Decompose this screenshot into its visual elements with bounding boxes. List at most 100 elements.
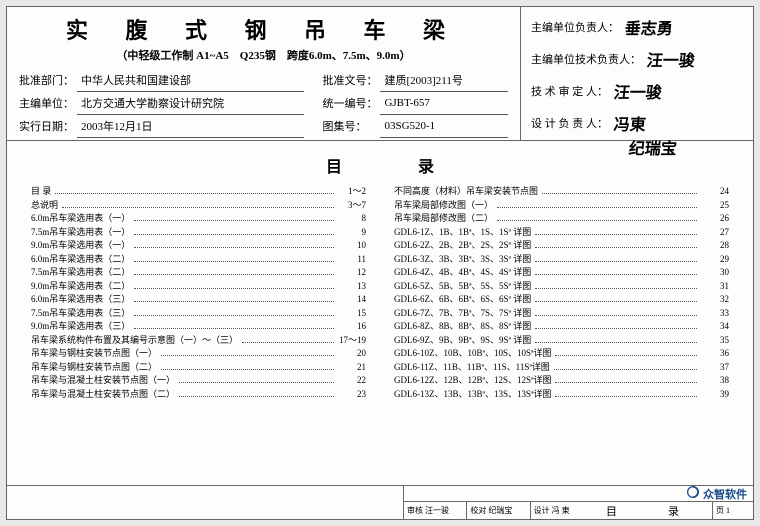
toc-dots (134, 243, 334, 248)
toc-item-name: GDL6-7Z、7B、7Bª、7S、7Sª 详图 (394, 307, 531, 321)
brand-logo-icon (687, 486, 699, 501)
toc-item-name: GDL6-8Z、8B、8Bª、8S、8Sª 详图 (394, 320, 531, 334)
toc-dots (555, 392, 697, 397)
toc-item-name: GDL6-2Z、2B、2Bª、2S、2Sª 详图 (394, 239, 531, 253)
toc-item-page: 14 (338, 293, 366, 307)
toc-item-name: 6.0m吊车梁选用表（一） (31, 212, 130, 226)
sig-row-2: 主编单位技术负责人： 汪一骏 (531, 47, 745, 71)
toc-item-name: 9.0m吊车梁选用表（一） (31, 239, 130, 253)
effective-date-value: 2003年12月1日 (77, 115, 304, 138)
info-table: 批准部门： 中华人民共和国建设部 批准文号： 建质[2003]211号 主编单位… (19, 69, 508, 138)
sig-value-4: 冯東 (613, 111, 648, 135)
toc-dots (554, 365, 697, 370)
toc-row: 6.0m吊车梁选用表（二） 11 (31, 253, 366, 267)
toc-item-name: 6.0m吊车梁选用表（三） (31, 293, 130, 307)
toc-row: GDL6-9Z、9B、9Bª、9S、9Sª 详图35 (394, 334, 729, 348)
toc-row: 6.0m吊车梁选用表（三） 14 (31, 293, 366, 307)
toc-dots (134, 297, 334, 302)
signature-block: 主编单位负责人： 垂志勇 主编单位技术负责人： 汪一骏 技 术 审 定 人： 汪… (521, 7, 753, 140)
toc-row: GDL6-7Z、7B、7Bª、7S、7Sª 详图33 (394, 307, 729, 321)
sig-row-1: 主编单位负责人： 垂志勇 (531, 15, 745, 39)
toc-item-name: 吊车梁与混凝土柱安装节点图（一） (31, 374, 175, 388)
toc-dots (535, 338, 697, 343)
toc-row: GDL6-5Z、5B、5Bª、5S、5Sª 详图31 (394, 280, 729, 294)
footer-left (7, 486, 403, 519)
toc-item-page: 17～19 (338, 334, 366, 348)
toc-dots (535, 297, 697, 302)
toc-item-name: 7.5m吊车梁选用表（二） (31, 266, 130, 280)
toc-item-page: 12 (338, 266, 366, 280)
toc-dots (134, 324, 334, 329)
toc-row: GDL6-8Z、8B、8Bª、8S、8Sª 详图34 (394, 320, 729, 334)
toc-item-page: 24 (701, 185, 729, 199)
toc-item-page: 8 (338, 212, 366, 226)
toc-item-page: 21 (338, 361, 366, 375)
toc-item-name: 6.0m吊车梁选用表（二） (31, 253, 130, 267)
toc-item-name: GDL6-13Z、13B、13Bª、13S、13Sª详图 (394, 388, 551, 402)
footer-right: 众智软件 审核 汪一骏 校对 纪瑞宝 设计 冯 東 目 录 页 1 (403, 486, 753, 519)
toc-item-name: GDL6-12Z、12B、12Bª、12S、12Sª详图 (394, 374, 551, 388)
toc-item-name: 吊车梁与钢柱安装节点图（二） (31, 361, 157, 375)
toc-row: GDL6-13Z、13B、13Bª、13S、13Sª详图 39 (394, 388, 729, 402)
toc-dots (555, 378, 697, 383)
sig-label-1: 主编单位负责人： (531, 19, 619, 35)
toc-item-name: GDL6-5Z、5B、5Bª、5S、5Sª 详图 (394, 280, 531, 294)
unified-no-label: 统一编号： (322, 92, 380, 115)
brand-mark: 众智软件 (404, 486, 753, 502)
toc-row: 吊车梁局部修改图（二）26 (394, 212, 729, 226)
toc-item-page: 15 (338, 307, 366, 321)
toc-row: 不同高度（材料）吊车梁安装节点图 24 (394, 185, 729, 199)
header: 实 腹 式 钢 吊 车 梁 （中轻级工作制 A1~A5 Q235钢 跨度6.0m… (7, 7, 753, 141)
brand-text: 众智软件 (703, 486, 747, 502)
atlas-no-label: 图集号： (322, 115, 380, 138)
toc-row: 9.0m吊车梁选用表（一） 10 (31, 239, 366, 253)
toc-row: 吊车梁与混凝土柱安装节点图（一） 22 (31, 374, 366, 388)
toc-item-page: 32 (701, 293, 729, 307)
toc-item-name: 吊车梁系统构件布置及其编号示意图（一）～（三） (31, 334, 238, 348)
toc-row: 7.5m吊车梁选用表（二） 12 (31, 266, 366, 280)
toc-row: 吊车梁与钢柱安装节点图（二） 21 (31, 361, 366, 375)
toc-item-page: 39 (701, 388, 729, 402)
sig-value-5: 纪瑞宝 (628, 135, 679, 159)
toc-item-name: 总说明 (31, 199, 58, 213)
toc-row: GDL6-4Z、4B、4Bª、4S、4Sª 详图30 (394, 266, 729, 280)
toc-item-name: GDL6-9Z、9B、9Bª、9S、9Sª 详图 (394, 334, 531, 348)
effective-date-label: 实行日期： (19, 115, 77, 138)
toc-row: 吊车梁与钢柱安装节点图（一）20 (31, 347, 366, 361)
toc-item-name: 不同高度（材料）吊车梁安装节点图 (394, 185, 538, 199)
main-org-value: 北方交通大学勘察设计研究院 (77, 92, 304, 115)
toc-item-name: 9.0m吊车梁选用表（三） (31, 320, 130, 334)
toc-row: 9.0m吊车梁选用表（三）16 (31, 320, 366, 334)
sig-label-4: 设 计 负 责 人： (531, 115, 608, 131)
toc-item-page: 38 (701, 374, 729, 388)
toc-item-page: 28 (701, 239, 729, 253)
toc-item-name: 7.5m吊车梁选用表（一） (31, 226, 130, 240)
toc-item-page: 11 (338, 253, 366, 267)
toc-dots (134, 230, 334, 235)
toc-dots (535, 324, 697, 329)
toc-item-name: GDL6-1Z、1B、1Bª、1S、1Sª 详图 (394, 226, 531, 240)
toc-item-page: 29 (701, 253, 729, 267)
toc-dots (134, 270, 334, 275)
footer-cells-left: 审核 汪一骏 校对 纪瑞宝 设计 冯 東 (404, 502, 593, 519)
toc-item-page: 10 (338, 239, 366, 253)
toc-row: GDL6-2Z、2B、2Bª、2S、2Sª 详图 28 (394, 239, 729, 253)
toc-dots (242, 338, 334, 343)
toc-item-name: GDL6-6Z、6B、6Bª、6S、6Sª 详图 (394, 293, 531, 307)
toc-dots (497, 203, 697, 208)
toc-item-page: 22 (338, 374, 366, 388)
toc-item-page: 9 (338, 226, 366, 240)
header-left: 实 腹 式 钢 吊 车 梁 （中轻级工作制 A1~A5 Q235钢 跨度6.0m… (7, 7, 521, 140)
toc-row: GDL6-10Z、10B、10Bª、10S、10Sª详图36 (394, 347, 729, 361)
toc-dots (535, 270, 697, 275)
toc-row: 目 录1～2 (31, 185, 366, 199)
toc-item-name: 吊车梁与钢柱安装节点图（一） (31, 347, 157, 361)
toc-item-name: 7.5m吊车梁选用表（三） (31, 307, 130, 321)
toc-dots (179, 392, 334, 397)
footer-cell-design: 设计 冯 東 (531, 502, 593, 519)
page-frame: 实 腹 式 钢 吊 车 梁 （中轻级工作制 A1~A5 Q235钢 跨度6.0m… (6, 6, 754, 520)
toc-item-name: GDL6-11Z、11B、11Bª、11S、11Sª详图 (394, 361, 550, 375)
approving-dept-value: 中华人民共和国建设部 (77, 69, 304, 92)
sig-row-3: 技 术 审 定 人： 汪一骏 (531, 79, 745, 103)
toc-dots (535, 243, 697, 248)
